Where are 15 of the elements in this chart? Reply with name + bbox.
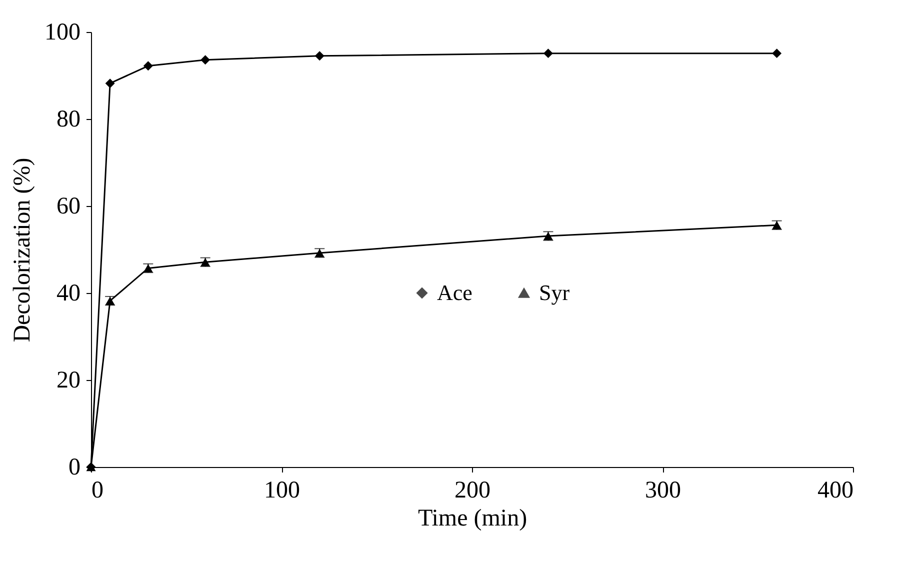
x-axis-title: Time (min) [418,506,528,532]
legend-label: Syr [539,280,570,305]
x-tick-label: 200 [454,478,490,504]
y-axis-title: Decolorization (%) [10,158,36,342]
x-tick-label: 400 [818,478,854,504]
y-tick-label: 20 [56,368,80,394]
y-tick-label: 60 [56,194,80,220]
x-tick-label: 300 [645,478,681,504]
x-tick-label: 0 [92,478,104,504]
legend-label: Ace [437,280,472,305]
y-tick-label: 0 [68,454,80,480]
y-tick-label: 80 [56,106,80,132]
x-tick-label: 100 [264,478,300,504]
y-tick-label: 40 [56,280,80,306]
y-tick-label: 100 [44,20,80,46]
